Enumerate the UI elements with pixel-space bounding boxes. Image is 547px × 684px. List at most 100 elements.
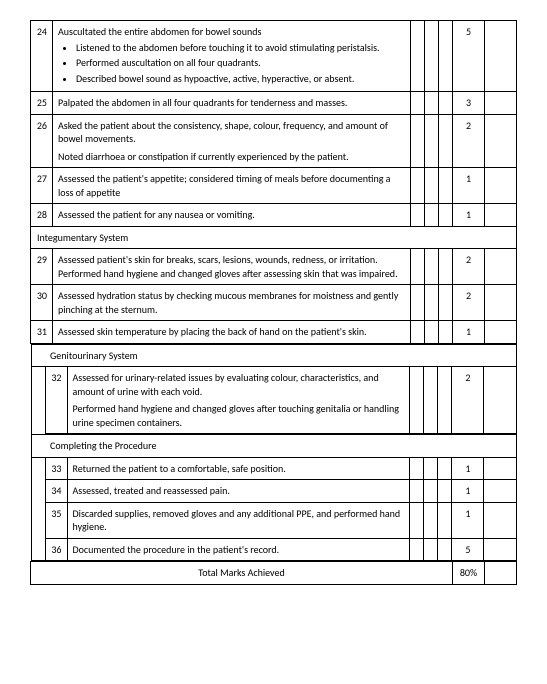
check-col-a	[410, 502, 424, 538]
total-value: 80%	[453, 562, 485, 585]
check-col-b	[424, 457, 438, 480]
row-mark: 3	[453, 92, 485, 115]
row-subtext: Performed hand hygiene and changed glove…	[73, 402, 405, 429]
check-col-b	[425, 21, 439, 92]
row-blank	[485, 321, 517, 344]
row-description: Assessed patient's skin for breaks, scar…	[53, 249, 411, 285]
check-col-c	[439, 321, 453, 344]
indent-spacer	[31, 457, 45, 480]
row-number: 31	[31, 321, 53, 344]
check-col-b	[425, 321, 439, 344]
check-col-a	[411, 114, 425, 168]
check-col-b	[424, 538, 438, 561]
check-col-c	[439, 114, 453, 168]
section-label: Completing the Procedure	[45, 435, 516, 458]
row-number: 30	[31, 285, 53, 321]
row-number: 26	[31, 114, 53, 168]
check-col-b	[425, 204, 439, 227]
check-col-a	[411, 285, 425, 321]
table-row: 29 Assessed patient's skin for breaks, s…	[31, 249, 517, 285]
check-col-c	[439, 21, 453, 92]
check-col-c	[438, 457, 452, 480]
check-col-a	[411, 92, 425, 115]
section-wrapper-cell: Completing the Procedure 33 Returned the…	[31, 434, 517, 562]
section-wrapper-row: Completing the Procedure 33 Returned the…	[31, 434, 517, 562]
check-col-c	[439, 168, 453, 204]
indent-spacer	[31, 344, 45, 367]
completing-block: Completing the Procedure 33 Returned the…	[31, 434, 517, 561]
row-mark: 5	[452, 538, 484, 561]
table-row: 30 Assessed hydration status by checking…	[31, 285, 517, 321]
check-col-a	[411, 204, 425, 227]
genitourinary-block: Genitourinary System 32 Assessed for uri…	[31, 344, 517, 435]
row-blank	[485, 285, 517, 321]
table-row: 24 Auscultated the entire abdomen for bo…	[31, 21, 517, 92]
row-mark: 1	[452, 502, 484, 538]
row-number: 33	[45, 457, 67, 480]
check-col-a	[410, 538, 424, 561]
row-blank	[485, 204, 517, 227]
indent-spacer	[31, 502, 45, 538]
row-description: Assessed the patient's appetite; conside…	[53, 168, 411, 204]
check-col-b	[425, 92, 439, 115]
row-blank	[485, 168, 517, 204]
row-blank	[484, 502, 516, 538]
row-mark: 2	[453, 249, 485, 285]
section-header-row: Genitourinary System	[31, 344, 516, 367]
row-mark: 1	[453, 204, 485, 227]
check-col-a	[410, 480, 424, 503]
row-description: Asked the patient about the consistency,…	[53, 114, 411, 168]
check-col-c	[439, 92, 453, 115]
row-blank	[485, 249, 517, 285]
check-col-b	[425, 249, 439, 285]
row-number: 34	[45, 480, 67, 503]
check-col-b	[424, 480, 438, 503]
row-number: 32	[45, 367, 67, 434]
row-number: 27	[31, 168, 53, 204]
row-description: Assessed, treated and reassessed pain.	[67, 480, 410, 503]
row-description: Assessed the patient for any nausea or v…	[53, 204, 411, 227]
row-mark: 2	[452, 367, 484, 434]
row-number: 25	[31, 92, 53, 115]
row-description: Assessed for urinary-related issues by e…	[67, 367, 410, 434]
total-row: Total Marks Achieved 80%	[31, 562, 517, 585]
table-row: 34 Assessed, treated and reassessed pain…	[31, 480, 516, 503]
indent-spacer	[31, 480, 45, 503]
check-col-a	[410, 367, 424, 434]
row-text: Asked the patient about the consistency,…	[58, 119, 388, 146]
row-description: Palpated the abdomen in all four quadran…	[53, 92, 411, 115]
bullet-item: Listened to the abdomen before touching …	[76, 41, 405, 55]
check-col-c	[439, 249, 453, 285]
check-col-a	[411, 321, 425, 344]
row-mark: 1	[452, 480, 484, 503]
section-label: Integumentary System	[31, 226, 517, 249]
assessment-table: 24 Auscultated the entire abdomen for bo…	[30, 20, 517, 585]
total-label: Total Marks Achieved	[31, 562, 453, 585]
table-row: 25 Palpated the abdomen in all four quad…	[31, 92, 517, 115]
row-subtext: Noted diarrhoea or constipation if curre…	[58, 150, 405, 164]
indent-spacer	[31, 538, 45, 561]
row-text: Assessed for urinary-related issues by e…	[73, 371, 379, 398]
table-row: 31 Assessed skin temperature by placing …	[31, 321, 517, 344]
section-wrapper-row: Genitourinary System 32 Assessed for uri…	[31, 343, 517, 434]
row-mark: 1	[453, 168, 485, 204]
row-number: 35	[45, 502, 67, 538]
row-mark: 2	[453, 285, 485, 321]
bullet-item: Performed auscultation on all four quadr…	[76, 56, 405, 70]
row-blank	[484, 457, 516, 480]
row-mark: 1	[452, 457, 484, 480]
row-description: Documented the procedure in the patient'…	[67, 538, 410, 561]
row-blank	[485, 21, 517, 92]
row-blank	[485, 92, 517, 115]
row-blank	[484, 480, 516, 503]
check-col-a	[411, 249, 425, 285]
table-row: 32 Assessed for urinary-related issues b…	[31, 367, 516, 434]
table-row: 36 Documented the procedure in the patie…	[31, 538, 516, 561]
row-blank	[485, 562, 517, 585]
row-description: Assessed skin temperature by placing the…	[53, 321, 411, 344]
check-col-b	[424, 367, 438, 434]
row-text: Auscultated the entire abdomen for bowel…	[58, 25, 261, 38]
row-number: 28	[31, 204, 53, 227]
check-col-c	[438, 502, 452, 538]
row-mark: 5	[453, 21, 485, 92]
